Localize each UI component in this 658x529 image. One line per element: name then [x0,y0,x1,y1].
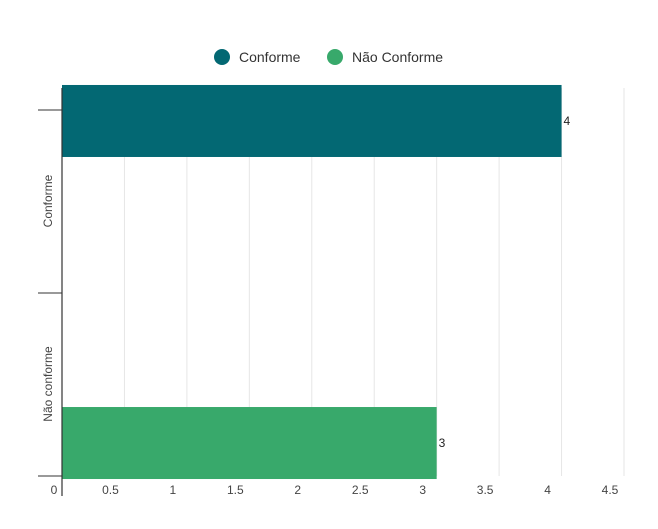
x-tick-label-3: 1.5 [227,483,244,497]
bars [62,84,562,480]
x-tick-label-2: 1 [170,483,177,497]
x-tick-label-7: 3.5 [477,483,494,497]
x-tick-label-1: 0.5 [102,483,119,497]
x-axis-ticks: 0 0.5 1 1.5 2 2.5 3 3.5 4 4.5 [51,483,619,497]
x-tick-label-5: 2.5 [352,483,369,497]
legend-label-nao-conforme: Não Conforme [352,49,443,65]
bar-conforme [62,84,562,157]
legend-label-conforme: Conforme [239,49,301,65]
data-label-nao-conforme: 3 [439,436,446,450]
x-tick-label-6: 3 [419,483,426,497]
x-tick-label-9: 4.5 [602,483,619,497]
x-tick-label-4: 2 [294,483,301,497]
category-label-conforme: Conforme [41,174,55,227]
legend: Conforme Não Conforme [214,49,443,65]
data-label-conforme: 4 [564,114,571,128]
bar-nao-conforme [62,407,437,480]
legend-marker-nao-conforme [327,49,343,65]
data-labels: 43 [439,114,571,450]
category-label-nao-conforme: Não conforme [41,346,55,422]
x-tick-label-0: 0 [51,483,58,497]
legend-marker-conforme [214,49,230,65]
x-tick-label-8: 4 [544,483,551,497]
category-labels: Conforme Não conforme [41,174,55,421]
axes [38,88,63,496]
